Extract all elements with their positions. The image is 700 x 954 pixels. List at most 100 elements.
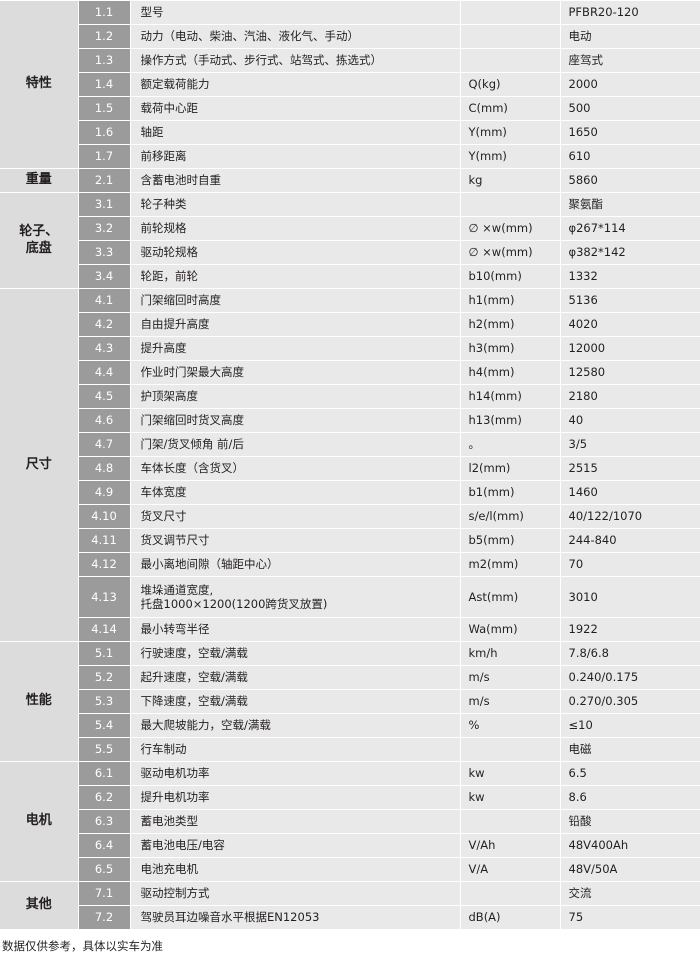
row-parameter-name: 提升电机功率: [130, 785, 461, 810]
table-row: 其他 7.1 驱动控制方式 交流: [0, 881, 700, 930]
row-value: 244-840: [560, 528, 700, 553]
row-number: 1.6: [78, 120, 131, 145]
table-row: 轮子、 底盘 3.1 轮子种类 聚氨酯: [0, 192, 700, 289]
row-unit: [460, 24, 561, 49]
row-unit: s/e/l(mm): [460, 504, 561, 529]
row-parameter-name: 行驶速度，空载/满载: [130, 641, 461, 666]
row-value: 48V/50A: [560, 857, 700, 882]
row-unit: [460, 881, 561, 906]
row-number: 6.1: [78, 761, 131, 786]
table-row: 4.4 作业时门架最大高度 h4(mm) 12580: [0, 360, 700, 385]
specification-table-body: 特性 1.1 型号 PFBR20-120 1.2 动力（电动、柴油、汽油、液化气、手动） 电…: [0, 0, 700, 930]
row-group-label: 尺寸: [0, 288, 79, 642]
row-value: 8.6: [560, 785, 700, 810]
row-unit: b1(mm): [460, 480, 561, 505]
row-unit: C(mm): [460, 96, 561, 121]
row-unit: h2(mm): [460, 312, 561, 337]
row-group-label: 重量: [0, 168, 79, 193]
row-unit: [460, 737, 561, 762]
row-value: 12000: [560, 336, 700, 361]
row-parameter-name: 提升高度: [130, 336, 461, 361]
row-parameter-name: 门架缩回时货叉高度: [130, 408, 461, 433]
row-number: 6.2: [78, 785, 131, 810]
row-group-label: 特性: [0, 0, 79, 169]
table-row: 5.5 行车制动 电磁: [0, 737, 700, 762]
table-row: 3.4 轮距，前轮 b10(mm) 1332: [0, 264, 700, 289]
row-value: 聚氨酯: [560, 192, 700, 217]
table-row: 1.3 操作方式（手动式、步行式、站驾式、拣选式） 座驾式: [0, 48, 700, 73]
table-row: 1.6 轴距 Y(mm) 1650: [0, 120, 700, 145]
table-row: 电机 6.1 驱动电机功率 kw 6.5: [0, 761, 700, 882]
row-value: 5860: [560, 168, 700, 193]
row-value: 610: [560, 144, 700, 169]
row-number: 3.2: [78, 216, 131, 241]
table-row: 4.11 货叉调节尺寸 b5(mm) 244-840: [0, 528, 700, 553]
table-row: 3.2 前轮规格 ∅ ×w(mm) φ267*114: [0, 216, 700, 241]
row-unit: m2(mm): [460, 552, 561, 577]
row-parameter-name: 货叉调节尺寸: [130, 528, 461, 553]
table-row: 6.5 电池充电机 V/A 48V/50A: [0, 857, 700, 882]
table-row: 4.9 车体宽度 b1(mm) 1460: [0, 480, 700, 505]
row-unit: b5(mm): [460, 528, 561, 553]
row-unit: Y(mm): [460, 120, 561, 145]
row-number: 4.13: [78, 576, 131, 618]
table-row: 性能 5.1 行驶速度，空载/满载 km/h 7.8/6.8: [0, 641, 700, 762]
row-value: 交流: [560, 881, 700, 906]
row-value: 座驾式: [560, 48, 700, 73]
table-row: 6.3 蓄电池类型 铅酸: [0, 809, 700, 834]
row-unit: 。: [460, 432, 561, 457]
table-row: 重量 2.1 含蓄电池时自重 kg 5860: [0, 168, 700, 193]
table-row: 1.2 动力（电动、柴油、汽油、液化气、手动） 电动: [0, 24, 700, 49]
table-row: 4.10 货叉尺寸 s/e/l(mm) 40/122/1070: [0, 504, 700, 529]
row-value: 500: [560, 96, 700, 121]
row-parameter-name: 堆垛通道宽度, 托盘1000×1200(1200跨货叉放置): [130, 576, 461, 618]
row-parameter-name: 载荷中心距: [130, 96, 461, 121]
row-unit: h13(mm): [460, 408, 561, 433]
row-number: 4.11: [78, 528, 131, 553]
row-number: 5.1: [78, 641, 131, 666]
row-unit: Wa(mm): [460, 617, 561, 642]
row-value: 3/5: [560, 432, 700, 457]
row-parameter-name: 蓄电池类型: [130, 809, 461, 834]
row-value: φ382*142: [560, 240, 700, 265]
row-value: 1332: [560, 264, 700, 289]
row-number: 7.1: [78, 881, 131, 906]
row-parameter-name: 最大爬坡能力，空载/满载: [130, 713, 461, 738]
row-number: 1.1: [78, 0, 131, 25]
row-parameter-name: 门架缩回时高度: [130, 288, 461, 313]
row-parameter-name: 车体宽度: [130, 480, 461, 505]
row-number: 4.14: [78, 617, 131, 642]
table-row: 4.13 堆垛通道宽度, 托盘1000×1200(1200跨货叉放置) Ast(mm…: [0, 576, 700, 618]
row-parameter-name: 车体长度（含货叉）: [130, 456, 461, 481]
row-parameter-name: 驱动电机功率: [130, 761, 461, 786]
row-unit: %: [460, 713, 561, 738]
row-parameter-name: 电池充电机: [130, 857, 461, 882]
row-parameter-name: 操作方式（手动式、步行式、站驾式、拣选式）: [130, 48, 461, 73]
row-value: 2515: [560, 456, 700, 481]
row-unit: Q(kg): [460, 72, 561, 97]
row-unit: ∅ ×w(mm): [460, 216, 561, 241]
row-unit: [460, 809, 561, 834]
row-value: 铅酸: [560, 809, 700, 834]
row-parameter-name: 行车制动: [130, 737, 461, 762]
table-row: 尺寸 4.1 门架缩回时高度 h1(mm) 5136: [0, 288, 700, 642]
row-unit: km/h: [460, 641, 561, 666]
row-number: 4.1: [78, 288, 131, 313]
row-parameter-name: 下降速度，空载/满载: [130, 689, 461, 714]
row-number: 6.5: [78, 857, 131, 882]
row-value: PFBR20-120: [560, 0, 700, 25]
row-number: 6.4: [78, 833, 131, 858]
row-unit: kg: [460, 168, 561, 193]
row-value: 电磁: [560, 737, 700, 762]
table-row: 4.3 提升高度 h3(mm) 12000: [0, 336, 700, 361]
table-row: 7.2 驾驶员耳边噪音水平根据EN12053 dB(A) 75: [0, 905, 700, 930]
row-value: 1650: [560, 120, 700, 145]
specification-table: 特性 1.1 型号 PFBR20-120 1.2 动力（电动、柴油、汽油、液化气、手动） 电…: [0, 0, 700, 930]
row-unit: h14(mm): [460, 384, 561, 409]
table-row: 6.4 蓄电池电压/电容 V/Ah 48V400Ah: [0, 833, 700, 858]
row-unit: h1(mm): [460, 288, 561, 313]
row-value: 0.240/0.175: [560, 665, 700, 690]
row-number: 1.4: [78, 72, 131, 97]
row-value: 7.8/6.8: [560, 641, 700, 666]
table-row: 4.8 车体长度（含货叉） l2(mm) 2515: [0, 456, 700, 481]
